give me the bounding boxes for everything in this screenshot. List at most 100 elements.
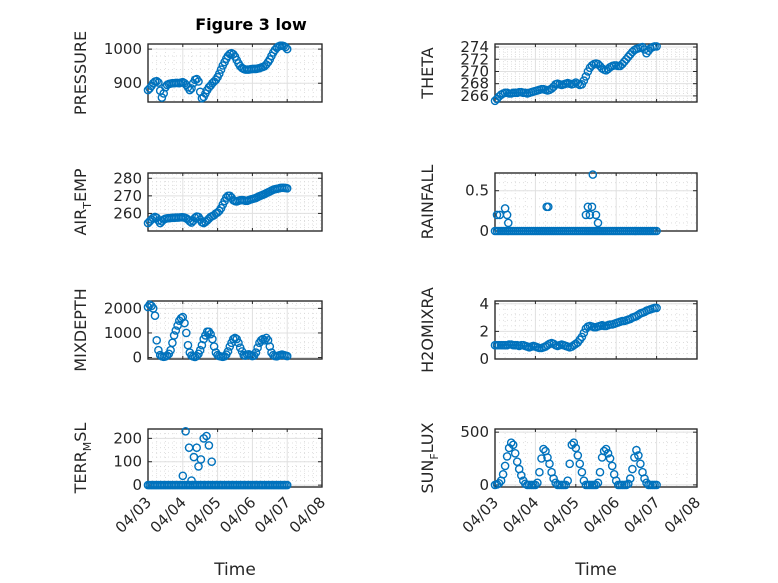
- x-tick-label: 04/03: [112, 493, 155, 536]
- data-point: [498, 469, 508, 479]
- data-point: [561, 480, 571, 490]
- data-point: [533, 478, 542, 488]
- data-point: [628, 464, 637, 474]
- scatter-series: [143, 183, 292, 228]
- data-point: [577, 467, 587, 477]
- data-point: [494, 478, 504, 488]
- data-point: [624, 52, 633, 62]
- data-point: [282, 480, 292, 490]
- x-tick-label: 04/06: [216, 493, 259, 536]
- data-point: [187, 84, 196, 93]
- data-point: [260, 335, 269, 345]
- x-axis-label: Time: [574, 560, 617, 580]
- data-point: [157, 93, 167, 102]
- data-point: [265, 342, 275, 351]
- y-tick-label: 280: [113, 169, 142, 187]
- scatter-series: [143, 426, 292, 490]
- x-tick-label: 04/08: [661, 493, 704, 536]
- subplot-pressure: 900 1000 PRESSURE: [71, 31, 323, 115]
- data-point: [593, 478, 603, 488]
- data-point: [171, 326, 181, 335]
- data-point: [591, 480, 601, 490]
- data-point: [178, 471, 188, 481]
- data-point: [206, 329, 215, 339]
- data-point: [579, 328, 589, 338]
- y-tick-label: 2: [479, 322, 489, 340]
- data-point: [510, 448, 520, 458]
- y-tick-label: 200: [113, 429, 142, 447]
- data-point: [577, 332, 587, 342]
- data-point: [500, 461, 510, 471]
- y-tick-label: 260: [113, 204, 142, 222]
- scatter-series: [490, 303, 661, 353]
- data-point: [636, 459, 645, 469]
- data-point: [539, 444, 548, 454]
- scatter-series: [490, 42, 661, 106]
- y-tick-label: 0: [132, 349, 142, 367]
- data-point: [652, 303, 661, 313]
- data-point: [587, 202, 597, 212]
- data-point: [492, 210, 502, 220]
- subplot-rainfall: 0 0.5 RAINFALL: [418, 165, 698, 240]
- data-point: [152, 335, 161, 345]
- data-point: [579, 76, 589, 85]
- x-tick-label: 04/07: [620, 493, 663, 536]
- data-point: [652, 42, 661, 51]
- data-point: [531, 480, 540, 490]
- data-point: [192, 74, 201, 84]
- data-point: [253, 343, 262, 353]
- axes-frame: [147, 43, 323, 103]
- axes-frame: [494, 428, 698, 488]
- y-tick-label: 2000: [104, 299, 142, 317]
- data-point: [216, 65, 226, 74]
- data-point: [626, 474, 635, 483]
- y-tick-label: 4: [479, 295, 489, 313]
- data-point: [223, 347, 233, 356]
- data-point: [180, 318, 189, 328]
- data-point: [181, 328, 191, 338]
- data-point: [503, 218, 513, 228]
- data-point: [603, 448, 613, 458]
- data-point: [214, 69, 224, 78]
- data-point: [178, 312, 188, 322]
- data-point: [202, 431, 211, 441]
- data-point: [595, 467, 605, 477]
- data-point: [632, 445, 641, 455]
- data-point: [150, 311, 160, 321]
- data-point: [634, 451, 643, 460]
- data-point: [565, 459, 575, 469]
- data-point: [638, 42, 647, 52]
- data-point: [607, 461, 617, 471]
- data-point: [624, 479, 633, 489]
- axes-frame: [147, 172, 323, 232]
- data-point: [517, 471, 526, 480]
- y-axis-label: RAINFALL: [418, 165, 437, 240]
- data-point: [588, 170, 598, 179]
- data-point: [282, 351, 292, 361]
- data-point: [185, 85, 195, 95]
- data-point: [581, 210, 591, 220]
- y-axis-label: PRESSURE: [71, 31, 90, 115]
- data-point: [569, 438, 579, 448]
- subplot-h2omixra: 0 2 4 H2OMIXRA: [418, 287, 698, 373]
- data-point: [605, 454, 615, 463]
- data-point: [591, 210, 601, 220]
- y-tick-label: 0: [479, 476, 489, 494]
- data-point: [154, 78, 163, 87]
- data-point: [593, 218, 603, 228]
- data-point: [282, 44, 292, 54]
- data-point: [251, 348, 261, 357]
- x-tick-label: 04/06: [580, 493, 623, 536]
- data-point: [543, 340, 552, 350]
- data-point: [196, 455, 206, 464]
- x-tick-label: 04/04: [499, 493, 542, 536]
- data-point: [194, 77, 203, 86]
- data-point: [281, 42, 290, 52]
- data-point: [502, 452, 512, 461]
- data-point: [207, 457, 216, 467]
- data-point: [587, 61, 597, 70]
- figure-title: Figure 3 low: [195, 15, 307, 34]
